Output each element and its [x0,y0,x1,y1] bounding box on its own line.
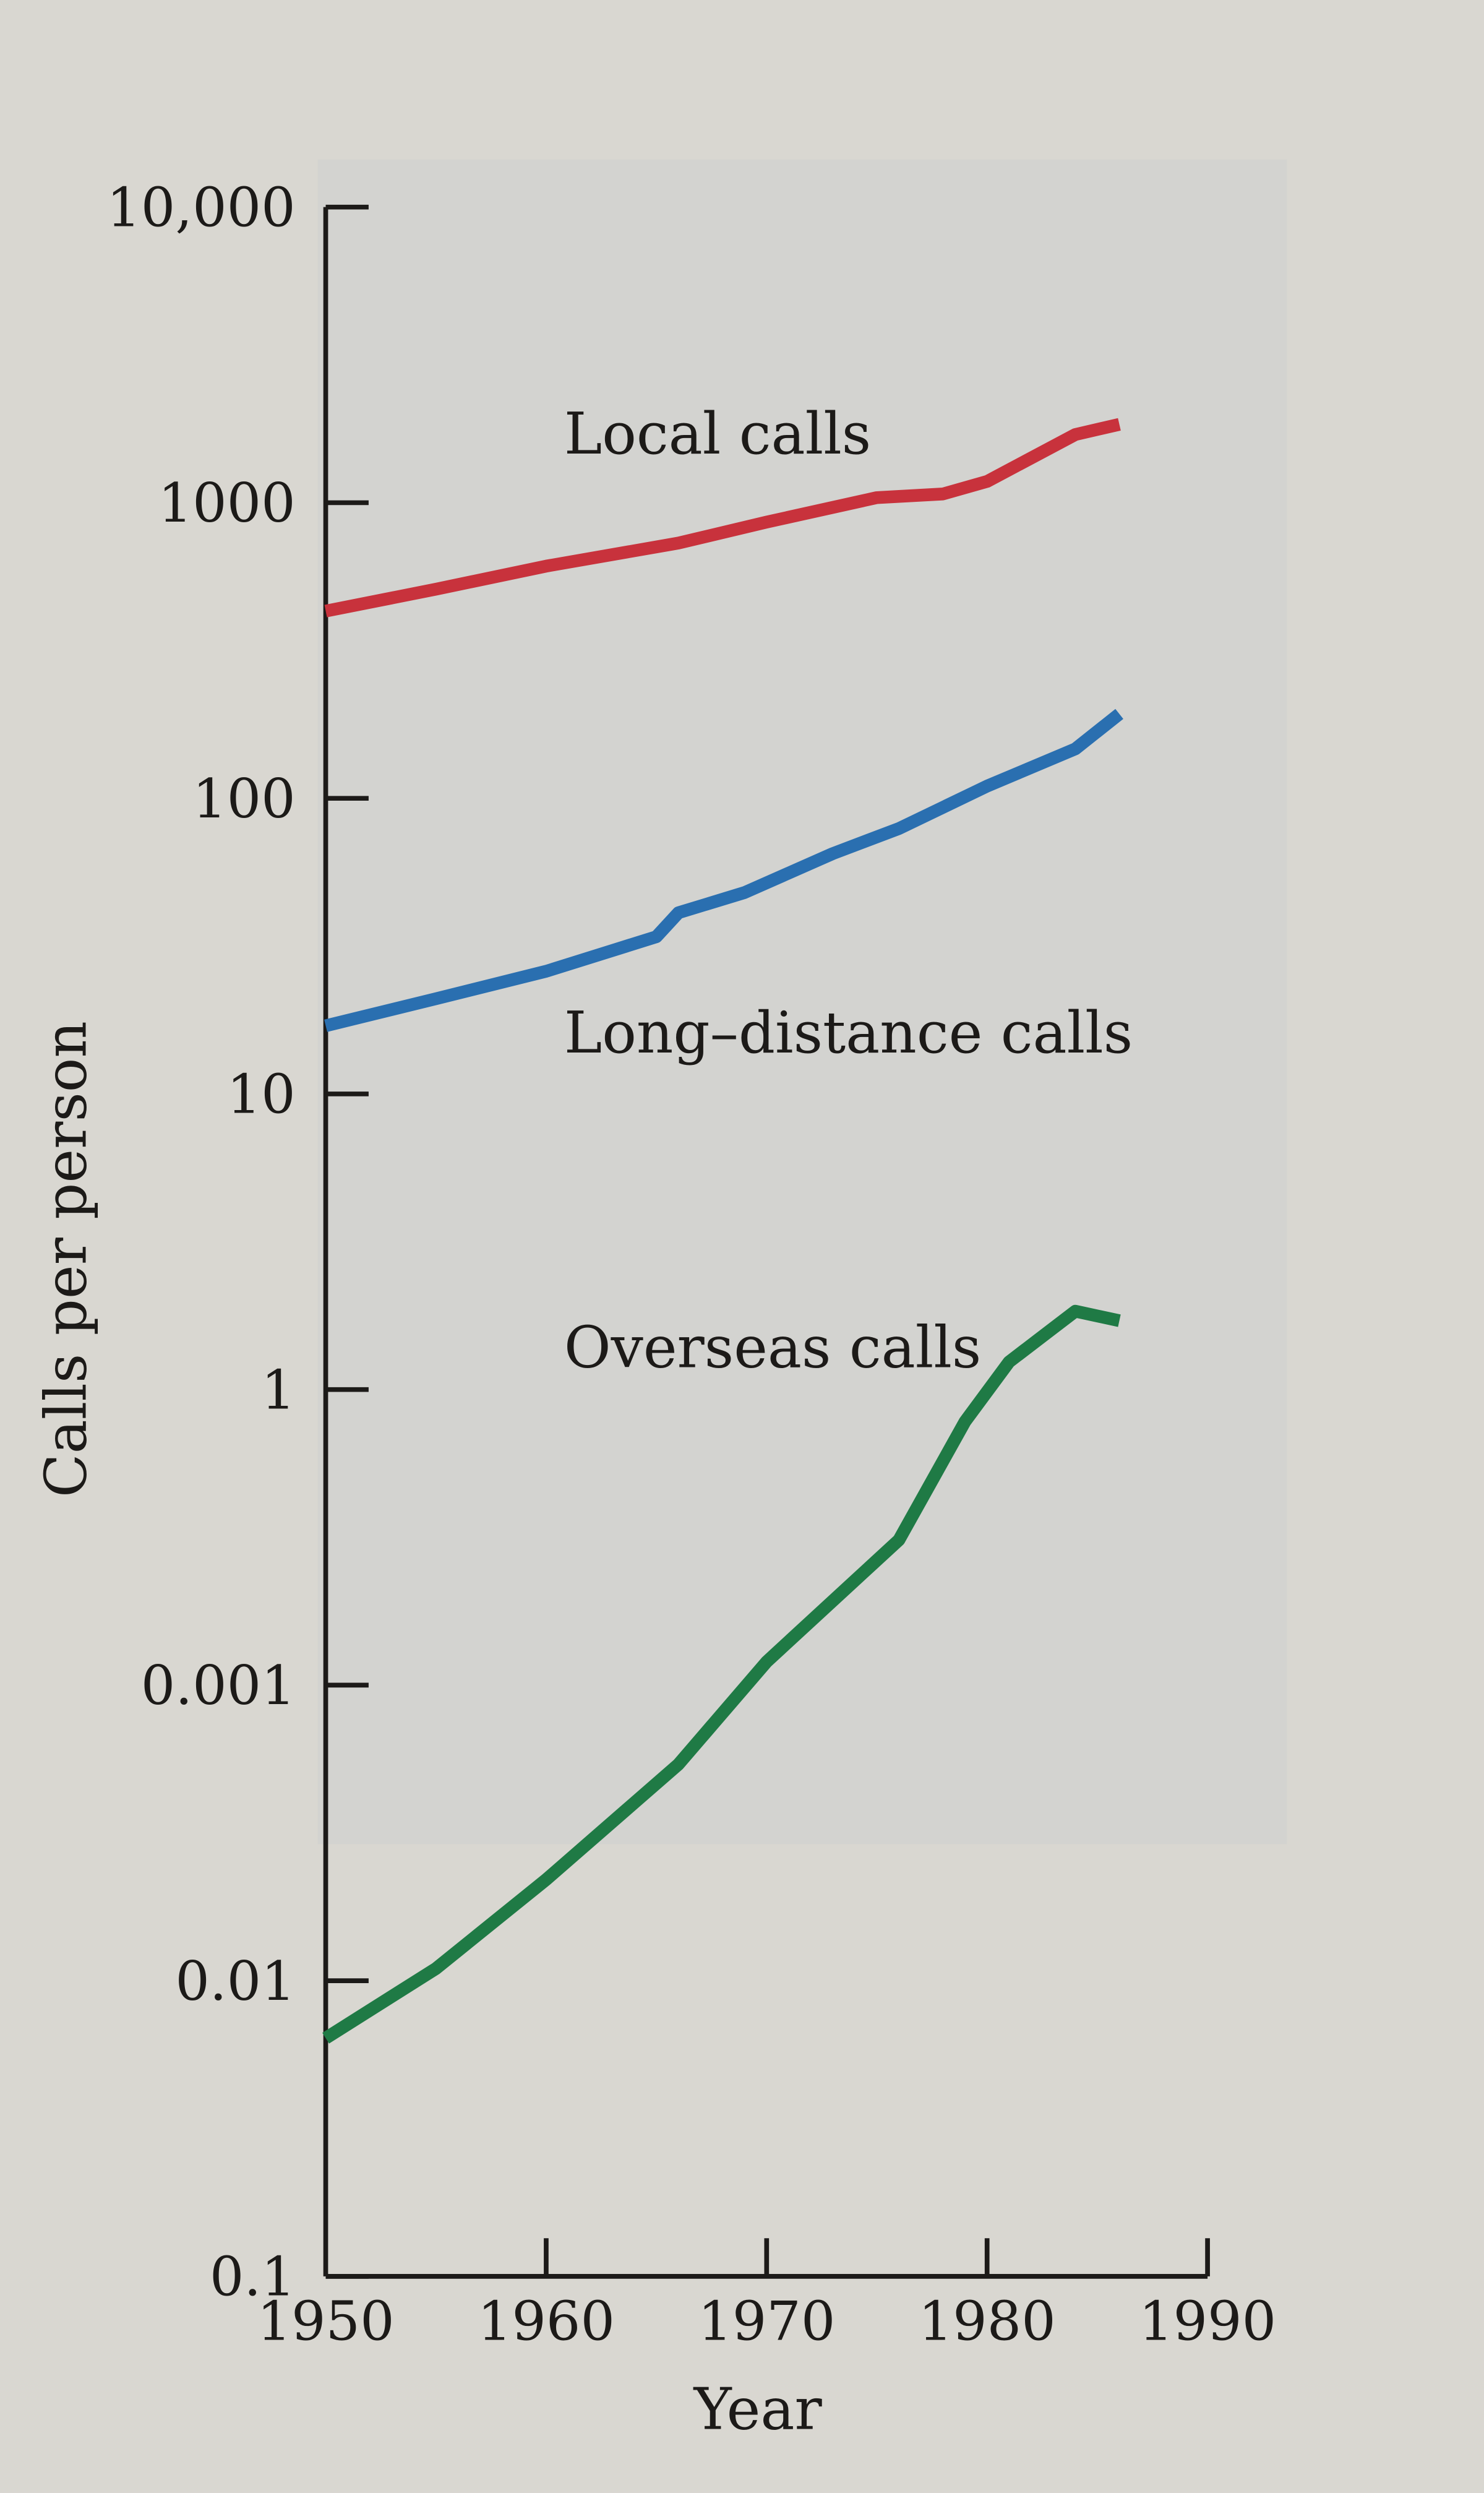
local-calls-line [324,418,1121,618]
y-tick-label: 1000 [158,471,296,535]
x-tick-label: 1950 [257,2290,394,2353]
x-tick-label: 1960 [478,2290,615,2353]
x-tick-label: 1970 [698,2290,835,2353]
y-tick-label: 10,000 [106,176,296,239]
plot-shading [317,159,1287,1845]
y-axis-title: Calls per person [33,1021,100,1497]
long-distance-calls-line [324,708,1123,1032]
y-tick-label: 100 [192,767,296,830]
y-tick-label: 0.01 [175,1950,295,2013]
y-tick-label: 0.001 [141,1654,296,1717]
x-tick-label: 1990 [1139,2290,1276,2353]
series-label-long-distance: Long–distance calls [564,999,1133,1066]
y-tick-label: 10 [227,1063,296,1126]
series-lines [322,418,1123,2044]
series-label-overseas: Overseas calls [564,1314,982,1381]
labels: Local calls Long–distance calls Overseas… [33,400,1133,2443]
x-axis-title: Year [693,2375,823,2442]
y-tick-label: 0.1 [210,2245,296,2309]
overseas-calls-line [322,1304,1121,2044]
x-tick-label: 1980 [919,2290,1056,2353]
series-label-local: Local calls [564,400,871,467]
y-tick-label: 1 [261,1358,296,1421]
